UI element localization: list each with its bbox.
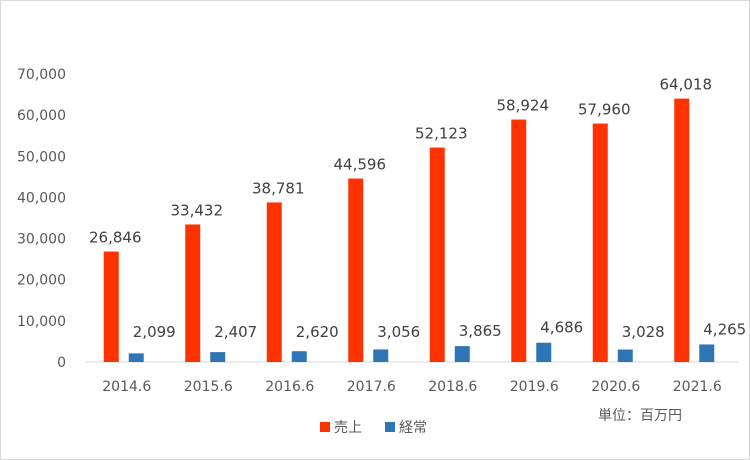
- data-label-sales: 33,432: [171, 201, 224, 219]
- bar-ordinary-profit: [128, 353, 144, 362]
- data-label-sales: 58,924: [497, 97, 550, 115]
- unit-note: 単位：百万円: [598, 408, 682, 424]
- y-axis-tick-labels: 0 10,000 20,000 30,000 40,000 50,000 60,000 70,…: [17, 67, 66, 371]
- y-tick-label: 10,000: [17, 314, 66, 330]
- data-labels: 26,846 2,099 33,432 2,407 38,781 2,620 44,596 3…: [89, 76, 746, 341]
- legend-label-sales: 売上: [334, 420, 362, 436]
- data-label-ordinary-profit: 4,686: [540, 319, 583, 337]
- bar-sales: [348, 178, 364, 362]
- data-label-ordinary-profit: 3,865: [459, 322, 502, 340]
- data-label-sales: 44,596: [334, 156, 387, 174]
- bar-ordinary-profit: [617, 349, 633, 362]
- legend-swatch-sales: [320, 422, 330, 432]
- data-label-ordinary-profit: 3,028: [622, 323, 665, 341]
- bar-ordinary-profit: [699, 344, 715, 362]
- data-label-ordinary-profit: 3,056: [377, 323, 420, 341]
- bar-ordinary-profit: [291, 351, 307, 362]
- x-tick-label: 2021.6: [673, 379, 722, 395]
- x-tick-label: 2015.6: [184, 379, 233, 395]
- data-label-sales: 52,123: [415, 125, 468, 143]
- y-tick-label: 60,000: [17, 108, 66, 124]
- legend: 売上 経常: [320, 420, 427, 436]
- data-label-sales: 38,781: [252, 179, 305, 197]
- bar-sales: [266, 202, 282, 362]
- data-label-sales: 64,018: [660, 76, 713, 94]
- y-tick-label: 0: [57, 355, 66, 371]
- data-label-ordinary-profit: 4,265: [703, 320, 746, 338]
- bar-sales: [429, 147, 445, 362]
- bar-sales: [674, 98, 690, 362]
- legend-label-ordinary-profit: 経常: [399, 420, 427, 436]
- x-tick-label: 2018.6: [428, 379, 477, 395]
- x-tick-label: 2017.6: [347, 379, 396, 395]
- bar-ordinary-profit: [373, 349, 389, 362]
- y-tick-label: 30,000: [17, 232, 66, 248]
- x-tick-label: 2019.6: [510, 379, 559, 395]
- bars: [103, 98, 715, 363]
- y-tick-label: 20,000: [17, 273, 66, 289]
- data-label-ordinary-profit: 2,407: [214, 323, 257, 341]
- bar-sales: [103, 251, 119, 362]
- bar-ordinary-profit: [536, 342, 552, 362]
- x-tick-label: 2016.6: [265, 379, 314, 395]
- bar-sales: [185, 224, 201, 362]
- legend-swatch-ordinary-profit: [385, 422, 395, 432]
- data-label-sales: 57,960: [578, 101, 631, 119]
- bar-sales: [511, 119, 527, 363]
- y-tick-label: 70,000: [17, 67, 66, 83]
- data-label-ordinary-profit: 2,099: [133, 323, 176, 341]
- y-tick-label: 40,000: [17, 190, 66, 206]
- bar-sales: [592, 123, 608, 362]
- x-tick-label: 2014.6: [102, 379, 151, 395]
- x-tick-label: 2020.6: [591, 379, 640, 395]
- data-label-sales: 26,846: [89, 229, 142, 247]
- data-label-ordinary-profit: 2,620: [296, 323, 339, 341]
- bar-ordinary-profit: [210, 352, 226, 362]
- bar-ordinary-profit: [454, 346, 470, 362]
- y-tick-label: 50,000: [17, 149, 66, 165]
- x-axis-tick-labels: 2014.6 2015.6 2016.6 2017.6 2018.6 2019.6 2020…: [102, 379, 722, 395]
